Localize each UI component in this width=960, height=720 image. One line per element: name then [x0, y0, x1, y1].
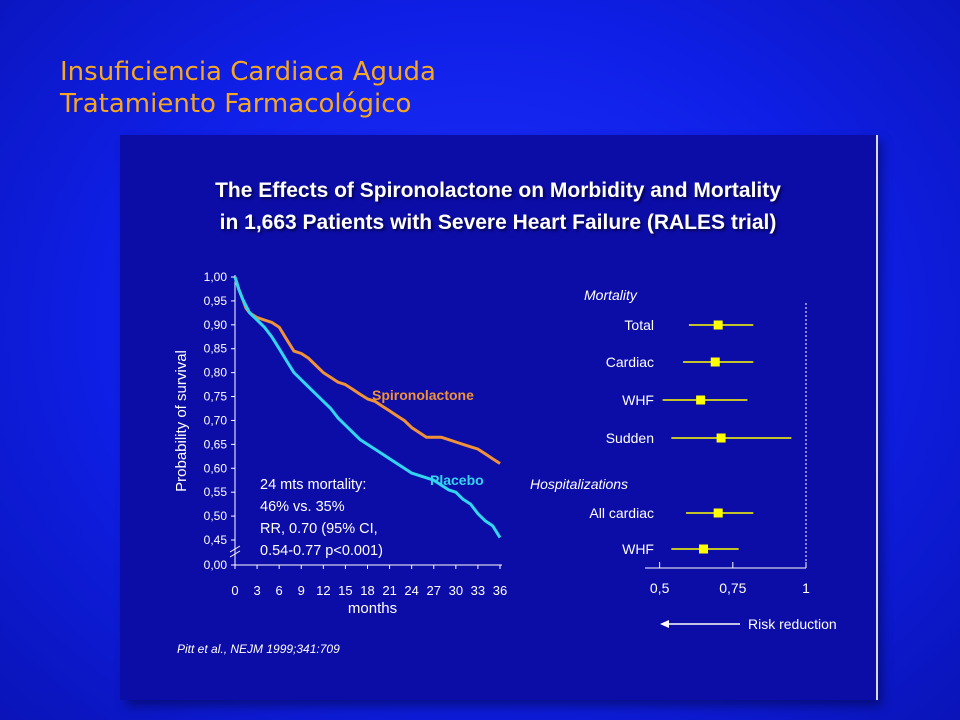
y-tick-label: 0,45	[204, 533, 228, 547]
series-line-placebo	[233, 276, 502, 539]
x-tick-label: 6	[276, 583, 283, 598]
forest-x-tick-label: 1	[802, 580, 810, 596]
annotation-line: 46% vs. 35%	[260, 499, 345, 515]
slide-title-line-1: Insuficiencia Cardiaca Aguda	[60, 57, 436, 87]
y-tick-label: 0,55	[204, 485, 228, 499]
forest-row-label: All cardiac	[589, 505, 654, 521]
chart-title-line-2: in 1,663 Patients with Severe Heart Fail…	[219, 211, 777, 234]
forest-row-label: WHF	[622, 541, 654, 557]
forest-x-tick-label: 0,75	[719, 580, 746, 596]
forest-x-tick-label: 0,5	[650, 580, 670, 596]
legend-label-spironolactone: Spironolactone	[372, 387, 474, 403]
axis-break-mark	[229, 545, 241, 558]
series-line-spironolactone	[233, 276, 501, 465]
y-axis-label: Probability of survival	[173, 350, 190, 492]
y-tick-label: 0,60	[204, 461, 228, 475]
forest-row-label: Sudden	[606, 430, 654, 446]
x-tick-label: 0	[231, 583, 238, 598]
x-axis-label: months	[348, 600, 397, 617]
y-tick-label: 0,85	[204, 342, 228, 356]
annotation-line: 0.54-0.77 p<0.001)	[260, 543, 383, 559]
forest-group-label: Mortality	[584, 287, 638, 303]
risk-reduction-label: Risk reduction	[748, 616, 837, 632]
x-tick-label: 36	[493, 583, 507, 598]
y-tick-label: 0,90	[204, 318, 228, 332]
y-tick-label: 0,95	[204, 294, 228, 308]
x-tick-label: 30	[449, 583, 463, 598]
forest-group-label: Hospitalizations	[530, 476, 628, 492]
chart-title: The Effects of Spironolactone on Morbidi…	[120, 175, 876, 239]
forest-point-marker	[699, 544, 709, 554]
forest-plot: 0,5 0,75 1 Risk reduction Mortality Total Card…	[530, 287, 837, 632]
x-tick-label: 15	[338, 583, 352, 598]
forest-row-label: WHF	[622, 392, 654, 408]
y-tick-label: 0,65	[204, 437, 228, 451]
x-tick-label: 9	[298, 583, 305, 598]
y-tick-label: 0,80	[204, 366, 228, 380]
legend-label-placebo: Placebo	[430, 472, 484, 488]
y-tick-label: 0,50	[204, 509, 228, 523]
chart-panel: The Effects of Spironolactone on Morbidi…	[120, 135, 876, 700]
forest-point-marker	[696, 395, 706, 405]
y-tick-label: 0,75	[204, 390, 228, 404]
chart-title-line-1: The Effects of Spironolactone on Morbidi…	[215, 179, 781, 202]
risk-reduction-arrow-head	[660, 620, 669, 628]
chart-canvas: 1,00 0,95 0,90 0,85 0,80 0,75 0,70 0,65 0,60 0,55…	[173, 270, 837, 632]
x-tick-label: 12	[316, 583, 330, 598]
x-tick-label: 33	[471, 583, 485, 598]
x-tick-label: 18	[360, 583, 374, 598]
slide-title-line-2: Tratamiento Farmacológico	[60, 89, 412, 119]
forest-point-marker	[710, 357, 720, 367]
annotation-line: RR, 0.70 (95% CI,	[260, 521, 378, 537]
survival-plot: 1,00 0,95 0,90 0,85 0,80 0,75 0,70 0,65 0,60 0,55…	[173, 270, 507, 617]
forest-row-label: Total	[624, 317, 654, 333]
forest-point-marker	[713, 320, 723, 330]
annotation-line: 24 mts mortality:	[260, 477, 366, 493]
x-tick-label: 27	[427, 583, 441, 598]
y-tick-label: 1,00	[204, 270, 228, 284]
y-tick-label: 0,70	[204, 413, 228, 427]
x-tick-label: 24	[404, 583, 418, 598]
x-tick-label: 3	[253, 583, 260, 598]
citation: Pitt et al., NEJM 1999;341:709	[177, 642, 340, 656]
y-tick-label: 0,00	[204, 558, 228, 572]
x-tick-label: 21	[382, 583, 396, 598]
forest-point-marker	[716, 433, 726, 443]
forest-point-marker	[713, 508, 723, 518]
slide-title: Insuficiencia Cardiaca Aguda Tratamiento…	[60, 56, 436, 120]
panel-edge	[876, 135, 878, 700]
forest-row-label: Cardiac	[606, 354, 654, 370]
